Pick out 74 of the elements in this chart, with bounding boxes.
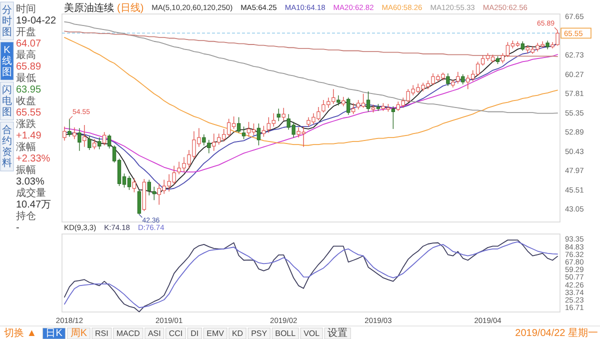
candlestick bbox=[62, 126, 66, 142]
candlestick bbox=[236, 116, 241, 134]
tab-button: 周K bbox=[67, 328, 90, 339]
line-series bbox=[64, 21, 558, 114]
candlestick bbox=[147, 179, 151, 196]
tab-button: 设置 bbox=[324, 328, 351, 339]
candlestick bbox=[342, 96, 346, 107]
tab-button: ASI bbox=[144, 328, 164, 339]
tab-button: 分时图 bbox=[0, 2, 14, 40]
candlestick bbox=[391, 106, 396, 130]
text: 64.07 bbox=[16, 38, 42, 50]
candlestick bbox=[207, 140, 211, 154]
candlestick bbox=[132, 178, 136, 193]
candlestick bbox=[152, 186, 156, 200]
text: +2.33% bbox=[16, 154, 50, 164]
candlestick bbox=[446, 73, 450, 86]
line-series bbox=[64, 54, 558, 172]
text: 收盘 bbox=[16, 95, 36, 107]
tab-button: DI bbox=[187, 328, 202, 339]
text: 2019/04/22 星期一 bbox=[515, 327, 598, 339]
candlestick bbox=[346, 97, 350, 116]
text: 涨幅 bbox=[16, 141, 36, 153]
text: 65.89 bbox=[16, 62, 42, 72]
candlestick bbox=[82, 124, 86, 148]
candlestick bbox=[366, 91, 370, 112]
text: 3.03% bbox=[16, 176, 44, 188]
candlestick bbox=[276, 108, 280, 122]
text: +1.49 bbox=[16, 130, 42, 142]
text: 切换 ▲ bbox=[4, 327, 37, 339]
tab-button: RSI bbox=[92, 328, 112, 339]
candlestick bbox=[78, 128, 82, 152]
tab-button: BOLL bbox=[272, 328, 299, 339]
chart-title: 美原油连续 bbox=[64, 2, 114, 14]
tab-button: 闪电图 bbox=[0, 82, 14, 120]
text: 振幅 bbox=[16, 164, 36, 176]
tab-button: VOL bbox=[300, 328, 323, 339]
candlestick bbox=[242, 126, 246, 140]
candlestick bbox=[102, 132, 106, 146]
text: 最低 bbox=[16, 73, 36, 84]
candlestick bbox=[282, 107, 286, 121]
candlestick bbox=[107, 134, 112, 149]
text: 10.47万 bbox=[16, 200, 52, 210]
candlestick bbox=[256, 123, 261, 146]
candlestick bbox=[202, 134, 206, 146]
text: 成交量 bbox=[16, 187, 46, 199]
tab-button: EMV bbox=[203, 328, 228, 339]
text: 最高 bbox=[16, 49, 36, 61]
tab-button: KD bbox=[228, 328, 246, 339]
candlestick bbox=[262, 125, 266, 138]
chart-subtitle: (日线) bbox=[117, 2, 144, 14]
tab-button: PSY bbox=[248, 328, 270, 339]
candlestick bbox=[461, 74, 465, 85]
text: 63.95 bbox=[16, 84, 42, 96]
text: 19-04-22 bbox=[16, 16, 56, 26]
candlestick bbox=[351, 102, 356, 114]
line-series bbox=[64, 37, 558, 146]
text: 涨跌 bbox=[16, 118, 36, 130]
text: 持仓 bbox=[16, 210, 36, 222]
candlestick bbox=[72, 127, 76, 140]
candlestick bbox=[92, 138, 96, 150]
candlestick bbox=[336, 94, 340, 106]
tab-button: 日K bbox=[42, 328, 66, 339]
candlestick bbox=[456, 72, 460, 84]
text: 时间 bbox=[16, 3, 36, 15]
tab-button: CCI bbox=[166, 328, 186, 339]
candlestick bbox=[88, 136, 92, 150]
tab-button: K线图 bbox=[0, 42, 14, 80]
text: 65.55 bbox=[16, 108, 42, 118]
candlestick bbox=[98, 137, 102, 150]
text: 开盘 bbox=[16, 26, 36, 38]
tab-button: 合约资料 bbox=[0, 122, 14, 172]
candlestick bbox=[520, 41, 524, 52]
tab-button: MACD bbox=[113, 328, 144, 339]
text: - bbox=[16, 222, 20, 234]
